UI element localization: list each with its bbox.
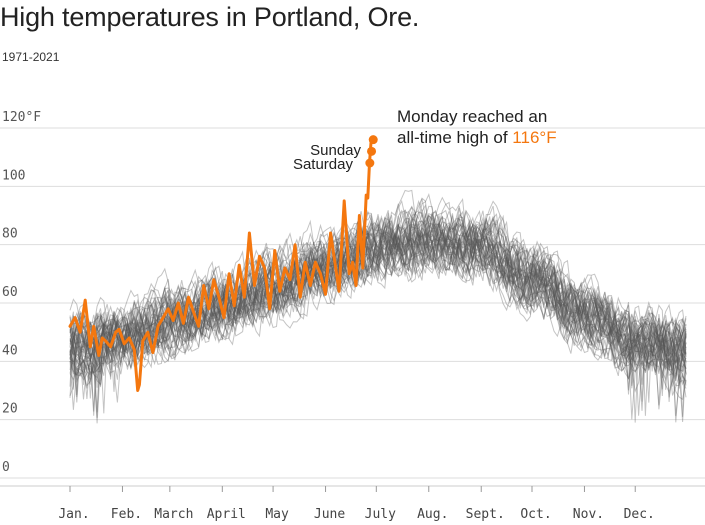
history-line: [69, 200, 687, 357]
history-line: [69, 222, 687, 410]
history-line: [69, 227, 687, 410]
y-tick-label: 100: [2, 168, 25, 183]
history-line: [69, 218, 687, 380]
history-line: [69, 225, 687, 373]
month-label: Sept.: [466, 507, 505, 522]
grid-lines: [0, 127, 705, 492]
history-line: [69, 215, 687, 417]
history-line: [69, 219, 687, 402]
history-line: [69, 214, 687, 402]
history-line: [69, 216, 687, 390]
y-tick-label: 20: [2, 402, 18, 417]
historical-lines: [69, 189, 687, 424]
annotation-point-2: [365, 158, 375, 168]
month-label: March: [154, 507, 193, 522]
history-line: [69, 213, 687, 403]
history-line: [69, 230, 687, 423]
series-2021: [68, 135, 378, 392]
history-line: [69, 192, 687, 389]
month-label: Aug.: [417, 507, 448, 522]
y-tick-label: 40: [2, 343, 18, 358]
history-line: [69, 199, 687, 361]
annotation-monday-prefix: all-time high of: [397, 128, 508, 147]
month-label: Dec.: [624, 507, 655, 522]
history-line: [69, 210, 687, 399]
annotations: Monday reached an all-time high of 116°F…: [293, 107, 557, 173]
axis-labels: 0 20 40 60 80 100 120°F Jan. Feb. March April May Ju…: [2, 110, 655, 522]
history-line: [69, 224, 687, 412]
history-line: [69, 198, 687, 413]
history-line: [69, 221, 687, 399]
history-line: [69, 206, 687, 403]
annotation-monday-line1: Monday reached an: [397, 107, 547, 126]
chart-subtitle: 1971-2021: [2, 50, 60, 64]
y-tick-label: 60: [2, 285, 18, 300]
history-line: [69, 223, 687, 398]
history-line: [69, 205, 687, 382]
annotation-monday-line2: all-time high of 116°F: [397, 128, 557, 147]
history-line: [69, 233, 687, 400]
history-line: [69, 215, 687, 359]
history-line: [69, 222, 687, 385]
line-2021: [68, 138, 373, 392]
annotation-saturday: Saturday: [293, 156, 354, 173]
month-label: Nov.: [573, 507, 604, 522]
history-line: [69, 209, 687, 355]
month-label: Jan.: [58, 507, 89, 522]
month-label: Feb.: [111, 507, 142, 522]
history-line: [69, 221, 687, 418]
history-line: [69, 220, 687, 384]
y-tick-label: 120°F: [2, 110, 41, 125]
history-line: [69, 237, 687, 381]
history-line: [69, 196, 687, 356]
month-label: June: [314, 507, 345, 522]
history-line: [69, 211, 686, 371]
chart-title: High temperatures in Portland, Ore.: [0, 2, 420, 32]
history-line: [69, 211, 687, 424]
month-label: April: [207, 507, 246, 522]
month-label: May: [265, 507, 289, 522]
history-line: [69, 222, 687, 406]
history-line: [69, 227, 687, 423]
history-line: [69, 230, 687, 392]
y-tick-label: 0: [2, 460, 10, 475]
history-line: [69, 189, 687, 397]
month-label: Oct.: [520, 507, 551, 522]
annotation-monday-value: 116°F: [512, 128, 556, 147]
month-label: July: [365, 507, 396, 522]
history-line: [69, 216, 687, 395]
history-line: [69, 199, 687, 391]
annotation-point-1: [367, 146, 377, 156]
history-line: [69, 236, 687, 416]
annotation-point-0: [368, 135, 378, 145]
history-line: [69, 213, 687, 423]
history-line: [69, 197, 687, 396]
annotation-sunday: Sunday: [310, 142, 361, 159]
y-tick-label: 80: [2, 227, 18, 242]
